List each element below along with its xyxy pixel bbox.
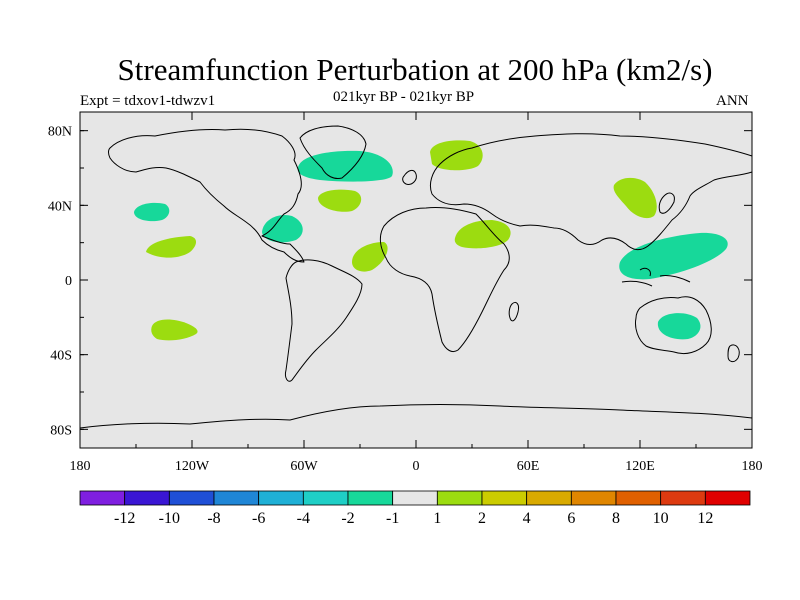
coastline-uk — [402, 169, 417, 185]
colorbar-swatch — [124, 490, 170, 506]
x-tick-label: 120W — [175, 459, 210, 474]
colorbar-label: 2 — [478, 510, 486, 527]
x-tick-label: 180 — [742, 459, 763, 474]
map-background — [80, 112, 752, 448]
anomaly-patches — [134, 140, 728, 341]
anomaly-patch-central-atlantic — [318, 189, 362, 212]
colorbar-swatch — [436, 490, 483, 506]
colorbar-label: -1 — [386, 510, 399, 527]
axis-ticks — [79, 112, 753, 448]
season-label: ANN — [716, 93, 749, 109]
colorbar-label: 1 — [433, 510, 441, 527]
colorbar-swatch — [213, 490, 260, 506]
colorbar-label: 4 — [523, 510, 531, 527]
y-tick-label: 40S — [50, 349, 72, 364]
colorbar: -12 -10 -8 -6 -4 -2 -1 1 2 4 6 8 10 12 — [79, 490, 751, 527]
coastline-north-america — [108, 128, 305, 263]
anomaly-patch-australia — [657, 313, 701, 340]
experiment-label: Expt = tdxov1-tdwzv1 — [80, 93, 216, 109]
anomaly-patch-north-atlantic — [297, 150, 393, 182]
anomaly-patch-tropical-atlantic — [352, 242, 388, 272]
y-tick-label: 0 — [65, 274, 72, 289]
y-tick-label: 80S — [50, 423, 72, 438]
coastline-south-america — [285, 259, 363, 382]
coastline-australia — [635, 296, 712, 355]
x-tick-label: 0 — [413, 459, 420, 474]
y-tick-label: 40N — [48, 199, 72, 214]
anomaly-patch-europe — [430, 140, 483, 171]
colorbar-label: -6 — [252, 510, 265, 527]
anomaly-patch-caribbean — [262, 214, 303, 243]
colorbar-swatch — [570, 490, 617, 506]
anomaly-patch-middle-east — [454, 220, 511, 249]
anomaly-patch-east-asia — [613, 177, 657, 219]
colorbar-swatch — [302, 490, 349, 506]
colorbar-swatch — [660, 490, 706, 506]
x-tick-label: 60E — [517, 459, 540, 474]
colorbar-label: 12 — [697, 510, 713, 527]
coastline-madagascar — [508, 301, 519, 322]
coastline-new-zealand — [727, 344, 740, 363]
colorbar-swatch — [168, 490, 215, 506]
period-label: 021kyr BP - 021kyr BP — [333, 89, 475, 105]
coastline-greenland — [299, 125, 367, 179]
colorbar-swatch — [347, 490, 394, 506]
colorbar-swatch — [481, 490, 528, 506]
x-tick-label: 60W — [290, 459, 318, 474]
coastline-africa — [379, 207, 510, 353]
colorbar-swatch — [704, 490, 751, 506]
anomaly-patch-south-pacific — [151, 319, 198, 341]
colorbar-swatch — [258, 490, 304, 506]
anomaly-patch-west-pacific — [619, 232, 728, 280]
x-tick-label: 120E — [625, 459, 655, 474]
colorbar-label: 8 — [612, 510, 620, 527]
colorbar-label: -10 — [159, 510, 180, 527]
colorbar-swatch — [615, 490, 662, 506]
colorbar-swatch — [79, 490, 126, 506]
plot-title: Streamfunction Perturbation at 200 hPa (… — [117, 52, 713, 87]
coastline-eurasia — [429, 133, 753, 251]
y-tick-label: 80N — [48, 125, 72, 140]
colorbar-swatch — [526, 490, 572, 506]
coastline-japan — [658, 192, 675, 214]
colorbar-label: -8 — [207, 510, 220, 527]
colorbar-label: -2 — [341, 510, 354, 527]
anomaly-patch-north-pacific — [134, 202, 170, 222]
x-tick-label: 180 — [70, 459, 91, 474]
coastlines — [79, 125, 753, 429]
anomaly-patch-subtropical-pacific — [146, 236, 197, 258]
coastline-indonesia — [621, 267, 691, 287]
colorbar-label: -4 — [297, 510, 310, 527]
coastline-antarctica — [79, 404, 753, 429]
colorbar-swatch — [392, 490, 438, 506]
colorbar-label: -12 — [114, 510, 135, 527]
axis-labels: 80N 40N 0 40S 80S 180 120W 60W 0 60E 120E 180 — [48, 125, 763, 474]
colorbar-label: 10 — [653, 510, 669, 527]
colorbar-label: 6 — [567, 510, 575, 527]
